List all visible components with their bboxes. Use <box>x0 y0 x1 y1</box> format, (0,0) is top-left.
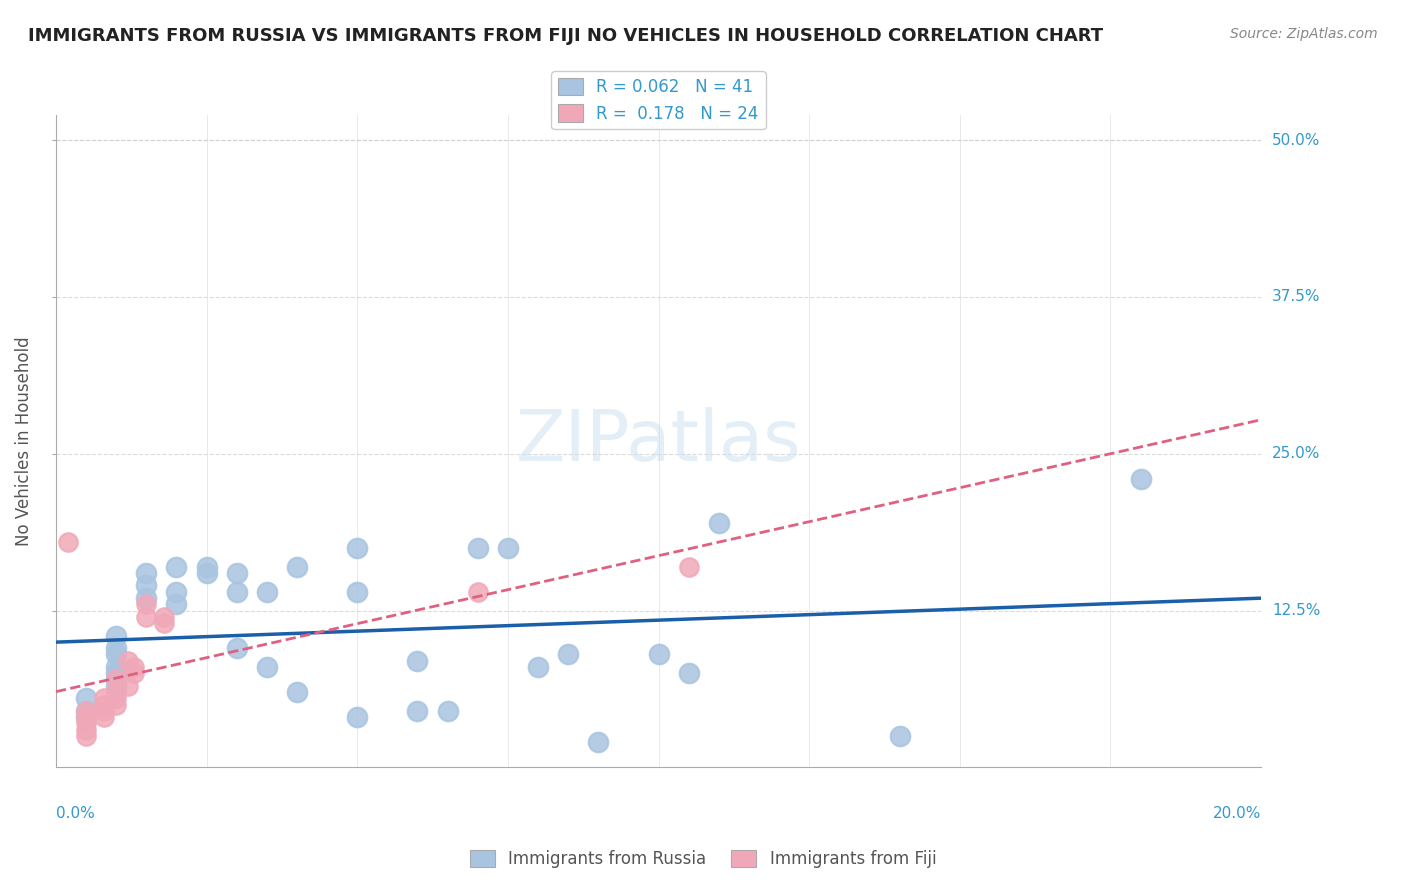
Point <box>467 584 489 599</box>
Point <box>122 660 145 674</box>
Point <box>75 710 97 724</box>
Point <box>105 698 128 712</box>
Point <box>225 584 247 599</box>
Point <box>93 704 115 718</box>
Point <box>707 516 730 530</box>
Point <box>527 660 550 674</box>
Text: ZIPatlas: ZIPatlas <box>516 407 801 475</box>
Point <box>105 629 128 643</box>
Text: 37.5%: 37.5% <box>1272 290 1320 304</box>
Point <box>105 641 128 656</box>
Point <box>153 615 176 630</box>
Point <box>75 710 97 724</box>
Point <box>122 666 145 681</box>
Point <box>346 710 368 724</box>
Point <box>256 660 278 674</box>
Text: 12.5%: 12.5% <box>1272 603 1320 618</box>
Text: Source: ZipAtlas.com: Source: ZipAtlas.com <box>1230 27 1378 41</box>
Point <box>75 691 97 706</box>
Legend: Immigrants from Russia, Immigrants from Fiji: Immigrants from Russia, Immigrants from … <box>463 843 943 875</box>
Text: 50.0%: 50.0% <box>1272 133 1320 148</box>
Point <box>117 654 139 668</box>
Point <box>165 559 187 574</box>
Point <box>135 597 157 611</box>
Point <box>436 704 458 718</box>
Point <box>75 729 97 743</box>
Point <box>135 566 157 580</box>
Point <box>105 648 128 662</box>
Point <box>586 735 609 749</box>
Point <box>165 597 187 611</box>
Point <box>195 559 218 574</box>
Point <box>496 541 519 555</box>
Point <box>346 541 368 555</box>
Text: IMMIGRANTS FROM RUSSIA VS IMMIGRANTS FROM FIJI NO VEHICLES IN HOUSEHOLD CORRELAT: IMMIGRANTS FROM RUSSIA VS IMMIGRANTS FRO… <box>28 27 1104 45</box>
Point <box>467 541 489 555</box>
Point <box>195 566 218 580</box>
Point <box>406 704 429 718</box>
Point <box>93 691 115 706</box>
Text: 25.0%: 25.0% <box>1272 446 1320 461</box>
Point <box>256 584 278 599</box>
Text: 20.0%: 20.0% <box>1213 806 1261 822</box>
Point <box>346 584 368 599</box>
Point <box>889 729 911 743</box>
Point <box>105 673 128 687</box>
Point <box>75 716 97 731</box>
Point <box>135 609 157 624</box>
Text: 0.0%: 0.0% <box>56 806 94 822</box>
Point <box>225 566 247 580</box>
Point <box>75 723 97 737</box>
Point <box>93 698 115 712</box>
Point <box>75 704 97 718</box>
Point <box>647 648 669 662</box>
Point <box>135 591 157 605</box>
Point <box>153 609 176 624</box>
Point <box>165 584 187 599</box>
Point <box>105 660 128 674</box>
Point <box>105 685 128 699</box>
Y-axis label: No Vehicles in Household: No Vehicles in Household <box>15 336 32 546</box>
Point <box>678 666 700 681</box>
Point <box>93 710 115 724</box>
Point <box>105 679 128 693</box>
Point <box>56 534 79 549</box>
Point <box>557 648 579 662</box>
Point <box>285 559 308 574</box>
Point <box>105 673 128 687</box>
Point <box>117 679 139 693</box>
Point <box>105 666 128 681</box>
Point <box>678 559 700 574</box>
Point <box>135 578 157 592</box>
Point <box>225 641 247 656</box>
Point <box>105 691 128 706</box>
Point <box>1129 472 1152 486</box>
Point <box>285 685 308 699</box>
Point <box>406 654 429 668</box>
Legend: R = 0.062   N = 41, R =  0.178   N = 24: R = 0.062 N = 41, R = 0.178 N = 24 <box>551 71 765 129</box>
Point <box>75 704 97 718</box>
